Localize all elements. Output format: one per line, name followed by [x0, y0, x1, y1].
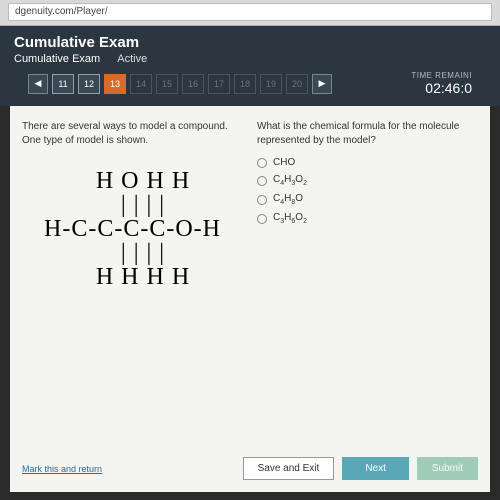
answer-option-2[interactable]: C4H8O — [257, 193, 478, 206]
answer-option-1[interactable]: C4H3O2 — [257, 174, 478, 187]
next-question-button[interactable]: ▶ — [312, 74, 332, 94]
question-prompt-right: What is the chemical formula for the mol… — [257, 120, 478, 147]
answer-option-0[interactable]: CHO — [257, 157, 478, 168]
browser-chrome: dgenuity.com/Player/ — [0, 0, 500, 26]
next-button[interactable]: Next — [342, 457, 409, 480]
answer-option-label: C4H8O — [273, 193, 303, 206]
question-nav-20[interactable]: 20 — [286, 74, 308, 94]
timer-label: TIME REMAINI — [411, 71, 472, 80]
answer-option-label: CHO — [273, 157, 295, 168]
timer: TIME REMAINI 02:46:0 — [411, 71, 472, 96]
radio-icon — [257, 214, 267, 224]
exam-subtitle-row: Cumulative Exam Active — [14, 53, 486, 65]
prev-question-button[interactable]: ◀ — [28, 74, 48, 94]
radio-icon — [257, 176, 267, 186]
answer-options: CHO C4H3O2 C4H8O C3H6O2 — [257, 157, 478, 225]
exam-header: Cumulative Exam Cumulative Exam Active ◀… — [0, 26, 500, 106]
card-footer: Mark this and return Save and Exit Next … — [10, 449, 490, 492]
timer-value: 02:46:0 — [411, 80, 472, 96]
question-nav-16[interactable]: 16 — [182, 74, 204, 94]
url-bar[interactable]: dgenuity.com/Player/ — [8, 3, 492, 21]
radio-icon — [257, 195, 267, 205]
question-nav-14[interactable]: 14 — [130, 74, 152, 94]
question-nav-12[interactable]: 12 — [78, 74, 100, 94]
save-and-exit-button[interactable]: Save and Exit — [243, 457, 335, 480]
question-nav-19[interactable]: 19 — [260, 74, 282, 94]
question-left-column: There are several ways to model a compou… — [22, 120, 243, 449]
question-prompt-left: There are several ways to model a compou… — [22, 120, 243, 147]
question-card: There are several ways to model a compou… — [10, 106, 490, 492]
answer-option-3[interactable]: C3H6O2 — [257, 212, 478, 225]
exam-subtitle: Cumulative Exam — [14, 53, 100, 65]
question-nav-11[interactable]: 11 — [52, 74, 74, 94]
question-nav-18[interactable]: 18 — [234, 74, 256, 94]
exam-status: Active — [117, 53, 147, 65]
answer-option-label: C4H3O2 — [273, 174, 307, 187]
question-nav: ◀ 11121314151617181920 ▶ TIME REMAINI 02… — [14, 65, 486, 106]
question-nav-17[interactable]: 17 — [208, 74, 230, 94]
question-right-column: What is the chemical formula for the mol… — [257, 120, 478, 449]
page-title: Cumulative Exam — [14, 34, 486, 51]
question-nav-15[interactable]: 15 — [156, 74, 178, 94]
submit-button[interactable]: Submit — [417, 457, 478, 480]
question-nav-13[interactable]: 13 — [104, 74, 126, 94]
radio-icon — [257, 158, 267, 168]
answer-option-label: C3H6O2 — [273, 212, 307, 225]
molecule-diagram: H O H H | | | | H-C-C-C-C-O-H | | | | H … — [22, 169, 243, 289]
mark-and-return-link[interactable]: Mark this and return — [22, 464, 102, 474]
